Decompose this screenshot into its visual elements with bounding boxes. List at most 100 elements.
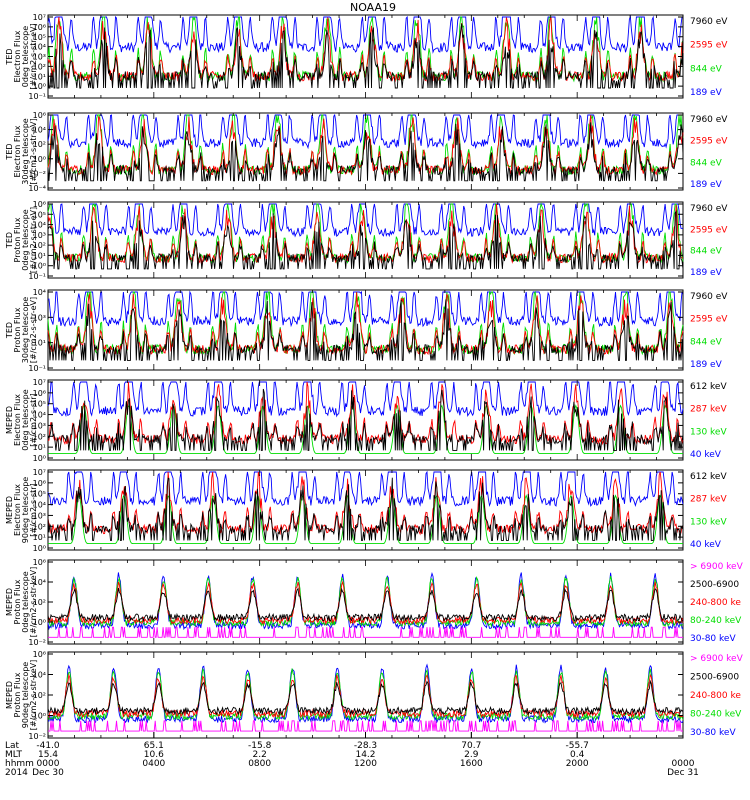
x-tick-label-hhmm: 0800 <box>248 759 271 769</box>
legend-entry: 240-800 ke <box>690 598 741 608</box>
plot-title: NOAA19 <box>350 1 396 14</box>
series-trace <box>47 587 684 623</box>
y-axis-label: Proton Flux <box>13 307 22 352</box>
y-tick-label: 10⁶ <box>33 23 46 32</box>
series-trace <box>47 23 684 89</box>
series-trace <box>47 679 684 716</box>
y-axis-label: 0deg telescope <box>21 26 30 87</box>
y-axis-label: TED <box>5 232 14 249</box>
series-trace <box>48 720 683 732</box>
y-axis-label: TED <box>5 143 14 160</box>
y-tick-label: 10⁷ <box>33 468 46 477</box>
y-tick-label: 10⁶ <box>33 389 46 398</box>
y-tick-label: 10⁰ <box>33 155 46 164</box>
legend-entry: 844 eV <box>690 158 723 168</box>
x-tick-label-lat: -55.7 <box>566 741 589 751</box>
y-tick-label: 10⁰ <box>33 544 46 553</box>
y-tick-label: 10⁴ <box>33 43 46 52</box>
y-tick-label: 10³ <box>33 511 46 520</box>
legend-entry: > 6900 keV <box>690 654 744 664</box>
legend-entry: 2595 eV <box>690 41 728 51</box>
y-tick-label: 10² <box>33 62 46 71</box>
legend-entry: 7960 eV <box>690 204 728 214</box>
y-tick-label: 10⁴ <box>33 126 46 135</box>
y-tick-label: 10³ <box>33 421 46 430</box>
y-tick-label: 10⁶ <box>33 200 46 209</box>
y-axis-label: Electron Flux <box>13 394 22 446</box>
y-axis-label: TED <box>5 48 14 65</box>
legend-entry: 2595 eV <box>690 315 728 325</box>
x-tick-label-hhmm: 0000 <box>672 759 695 769</box>
panel-frame <box>47 112 684 191</box>
y-axis-label: 0deg telescope <box>21 389 30 450</box>
series-trace <box>47 15 683 54</box>
x-tick-label-mlt: 14.2 <box>355 750 375 760</box>
y-tick-label: 10⁵ <box>33 490 46 499</box>
legend-entry: 2500-6900 <box>690 580 739 590</box>
y-tick-label: 10⁴ <box>33 578 46 587</box>
y-tick-label: 10² <box>33 241 46 250</box>
panel-frame <box>47 651 684 739</box>
y-tick-label: 10⁻¹ <box>28 272 46 281</box>
legend-entry: 7960 eV <box>690 292 728 302</box>
panel-frame <box>47 289 684 371</box>
y-tick-label: 10⁻² <box>28 169 46 178</box>
x-tick-label-date: Dec 31 <box>667 768 699 778</box>
y-tick-label: 10⁴ <box>33 671 46 680</box>
y-axis-label: 0deg telescope <box>21 209 30 270</box>
x-tick-label-lat: 65.1 <box>144 741 164 751</box>
legend-entry: 612 keV <box>690 382 727 392</box>
y-tick-label: 10³ <box>33 53 46 62</box>
y-tick-label: 10⁻² <box>28 638 46 647</box>
y-tick-label: 10⁴ <box>33 288 46 297</box>
series-trace <box>47 122 684 182</box>
series-trace <box>47 202 684 265</box>
legend-entry: 30-80 keV <box>690 728 736 738</box>
legend-entry: 30-80 keV <box>690 634 736 644</box>
y-tick-label: 10⁻⁴ <box>28 184 46 193</box>
y-axis-label: Proton Flux <box>13 672 22 717</box>
x-axis-row-label: hhmm <box>5 759 34 769</box>
x-tick-label-lat: -28.3 <box>354 741 377 751</box>
x-tick-label-date: Dec 30 <box>32 768 64 778</box>
y-tick-label: 10⁷ <box>33 13 46 22</box>
y-tick-label: 10³ <box>33 231 46 240</box>
y-axis-label: MEPED <box>5 496 14 524</box>
y-tick-label: 10² <box>33 691 46 700</box>
legend-entry: 80-240 keV <box>690 710 742 720</box>
y-tick-label: 10² <box>33 598 46 607</box>
y-tick-label: 10³ <box>33 313 46 322</box>
series-trace <box>47 210 684 270</box>
y-tick-label: 10⁻¹ <box>28 364 46 373</box>
y-tick-label: 10¹ <box>33 443 46 452</box>
legend-entry: 612 keV <box>690 472 727 482</box>
y-axis-label: [#/cm2-s-str-keV] <box>29 660 38 731</box>
y-axis-label: [#/cm2-s-str-keV] <box>29 567 38 638</box>
y-axis-label: Proton Flux <box>13 579 22 624</box>
y-axis-label: MEPED <box>5 406 14 434</box>
legend-entry: 844 eV <box>690 64 723 74</box>
y-axis-label: 90deg telescope <box>21 477 30 544</box>
legend-entry: 130 keV <box>690 517 727 527</box>
legend-entry: 7960 eV <box>690 17 728 27</box>
series-trace <box>47 114 684 177</box>
y-axis-label: Electron Flux <box>13 484 22 536</box>
series-trace <box>47 292 684 356</box>
y-axis-label: [#/cm2-s-str-eV] <box>29 297 38 363</box>
legend-entry: 240-800 ke <box>690 691 741 701</box>
x-tick-label-hhmm: 1200 <box>354 759 377 769</box>
y-tick-label: 10⁴ <box>33 501 46 510</box>
legend-entry: 844 eV <box>690 337 723 347</box>
series-trace <box>48 626 683 638</box>
legend-entry: 2595 eV <box>690 225 728 235</box>
y-tick-label: 10⁷ <box>33 378 46 387</box>
x-tick-label-mlt: 0.4 <box>570 750 585 760</box>
y-tick-label: 10¹ <box>33 251 46 260</box>
x-tick-label-mlt: 2.2 <box>253 750 267 760</box>
legend-entry: 80-240 keV <box>690 616 742 626</box>
y-tick-label: 10² <box>33 522 46 531</box>
y-tick-label: 10¹ <box>33 72 46 81</box>
y-tick-label: 10⁶ <box>33 650 46 659</box>
